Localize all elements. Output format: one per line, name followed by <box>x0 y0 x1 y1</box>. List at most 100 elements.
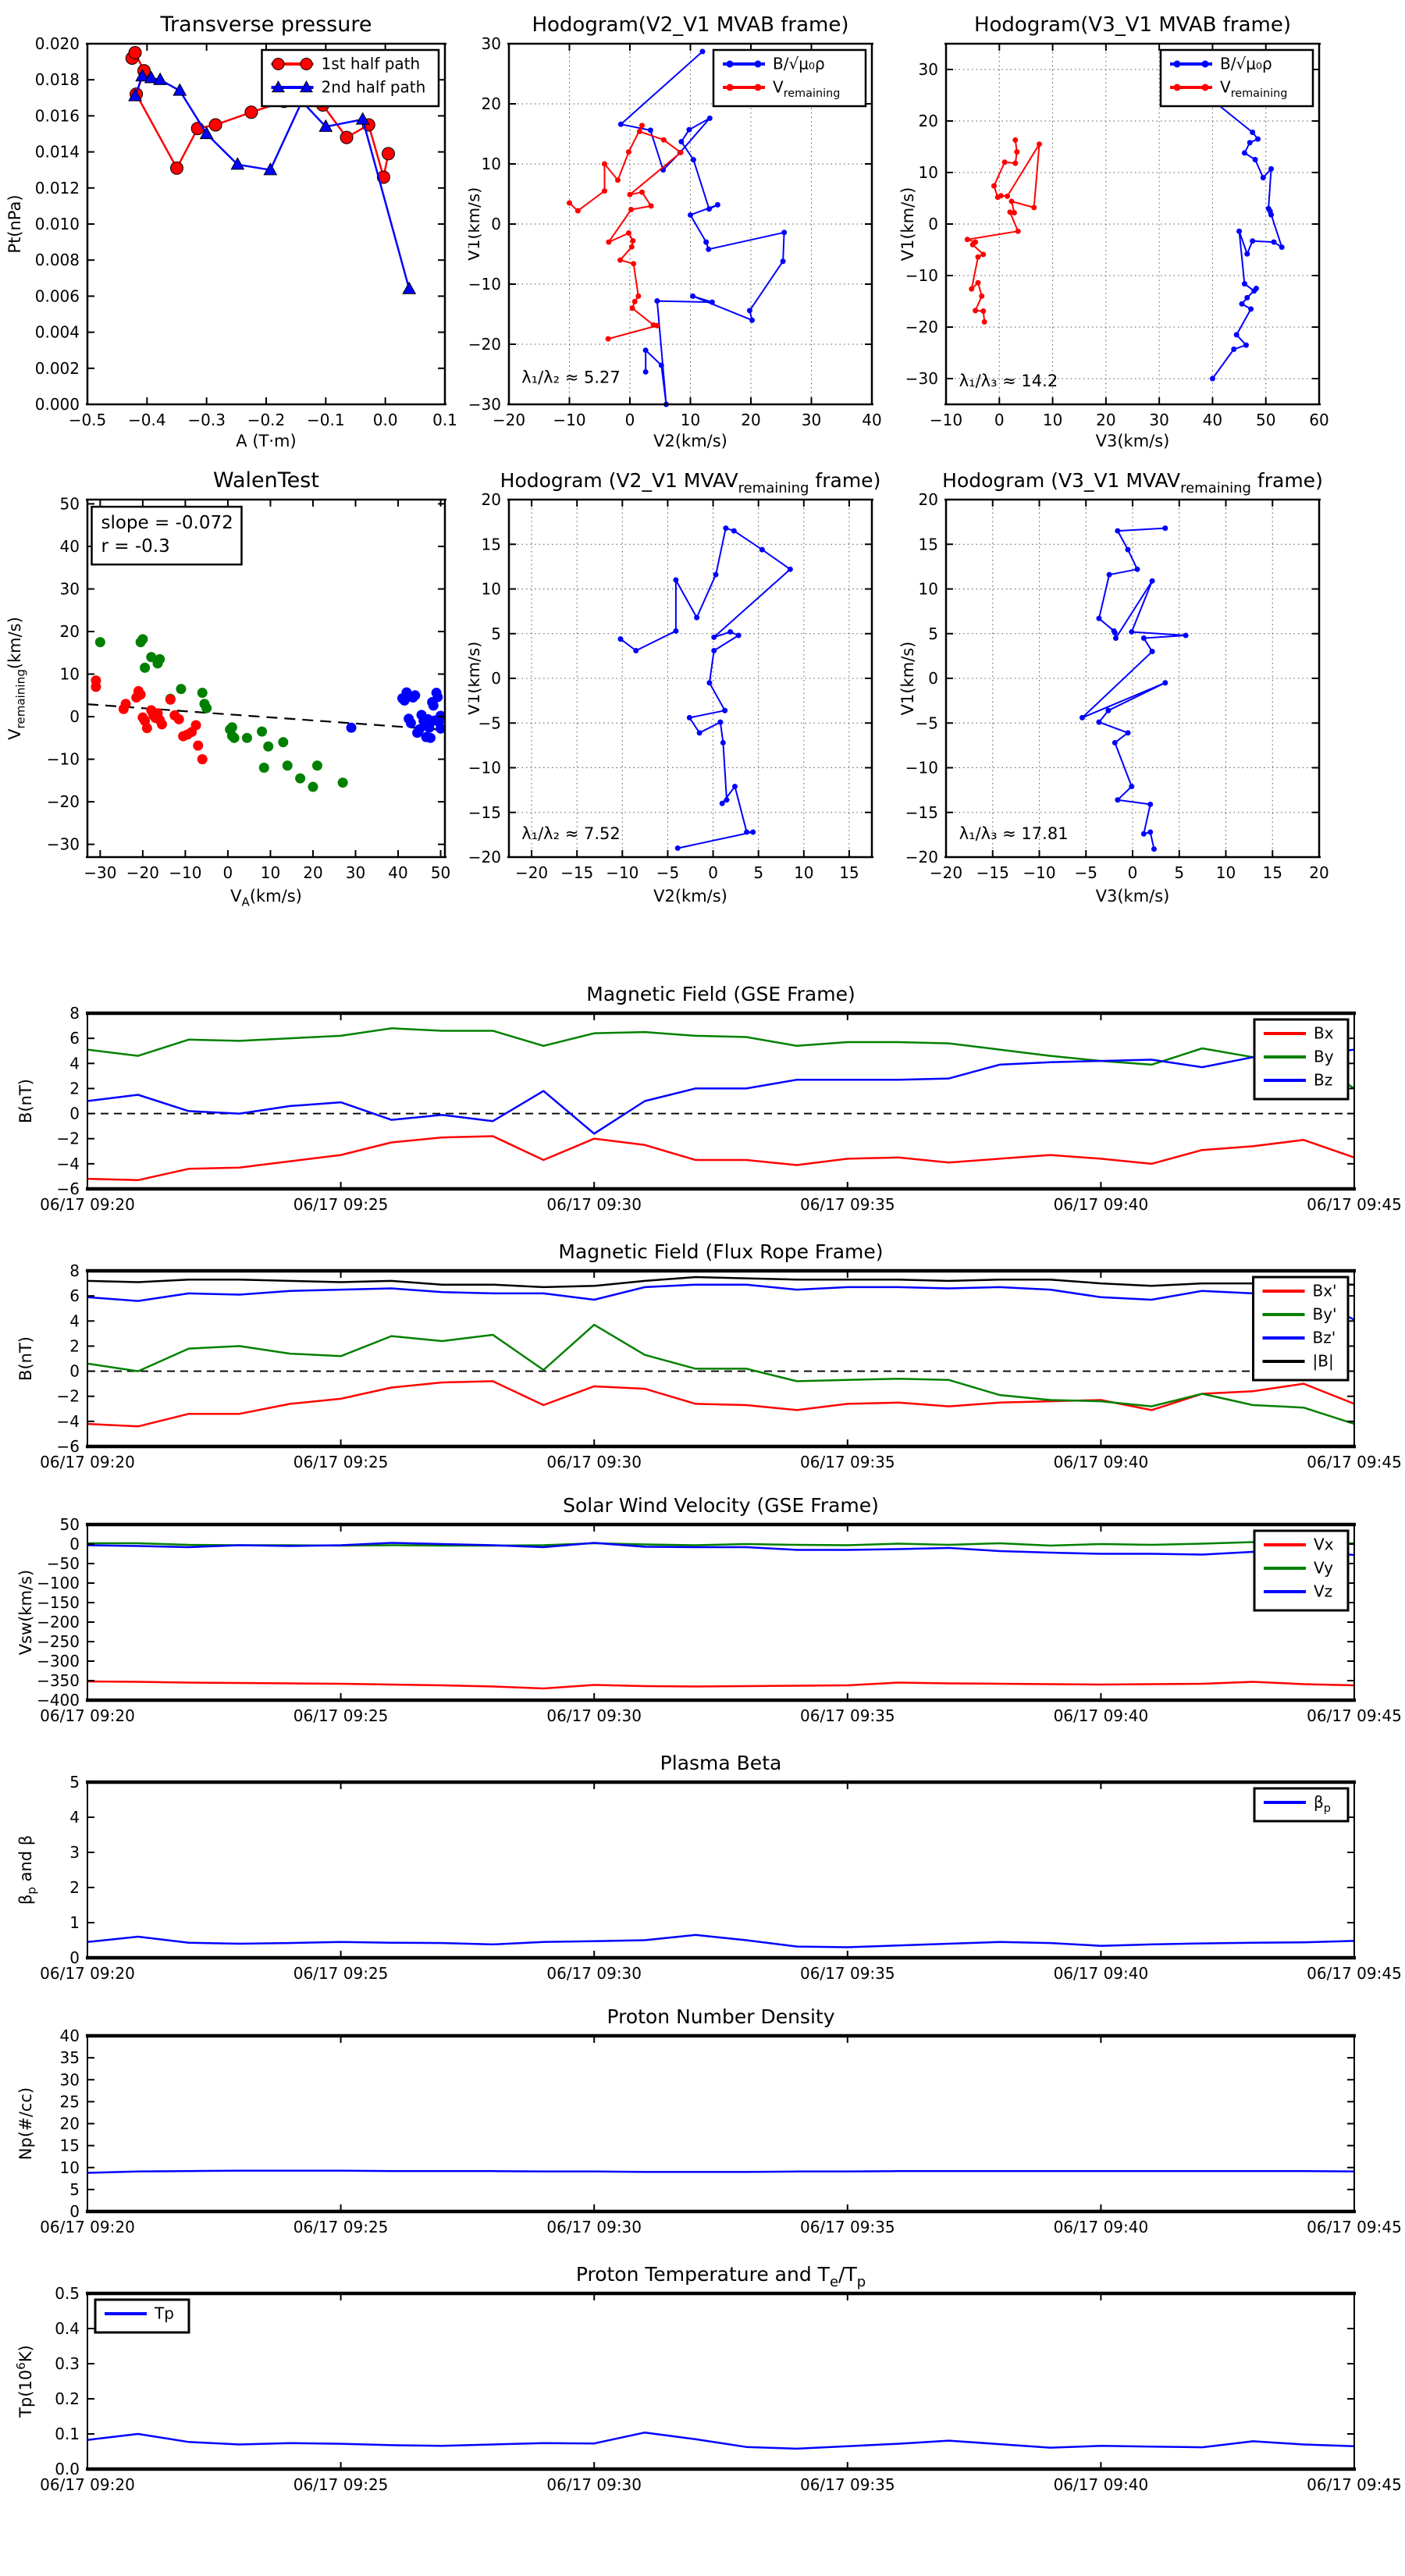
x-tick-label: 20 <box>303 863 322 882</box>
y-tick-label: −10 <box>468 759 501 777</box>
chart-magnetic-field-fluxrope: 06/17 09:20 06/17 09:25 06/17 09:30 06/17 0… <box>0 1236 1405 1489</box>
y-tick-label: −2 <box>57 1387 80 1406</box>
y-axis-label: βp and β <box>16 1835 39 1905</box>
legend-label: βp <box>1314 1792 1331 1814</box>
grid <box>945 499 1320 858</box>
y-tick-label: 0.2 <box>55 2389 80 2408</box>
legend-label: Bz' <box>1313 1328 1336 1347</box>
x-tick-label: 10 <box>1216 863 1236 882</box>
x-tick-label: −10 <box>1023 863 1055 882</box>
legend-label: Bx' <box>1313 1281 1337 1300</box>
chart-svg-b_fr: 06/17 09:20 06/17 09:25 06/17 09:30 06/17 0… <box>16 1240 1402 1471</box>
x-tick-label: 06/17 09:30 <box>546 2475 642 2494</box>
y-tick-label: 0 <box>928 215 938 233</box>
x-tick-label: 30 <box>802 411 821 429</box>
y-tick-label: −30 <box>468 395 501 414</box>
annotation: λ₁/λ₂ ≈ 7.52 <box>521 824 620 843</box>
x-tick-label: 06/17 09:40 <box>1054 1964 1149 1983</box>
y-tick-label: −10 <box>47 750 80 769</box>
x-tick-label: 06/17 09:45 <box>1307 1195 1402 1214</box>
x-tick-label: 10 <box>261 863 280 882</box>
y-axis-label: V1(km/s) <box>468 642 483 716</box>
legend-label: B/√μ₀ρ <box>773 54 825 73</box>
x-tick-label: 06/17 09:20 <box>40 1453 135 1471</box>
y-tick-label: −250 <box>37 1632 80 1651</box>
y-tick-label: 2 <box>69 1878 80 1897</box>
x-tick-label: 06/17 09:30 <box>546 1964 642 1983</box>
y-tick-label: 0.016 <box>35 106 80 125</box>
chart-title: Hodogram (V2_V1 MVAVremaining frame) <box>500 469 881 496</box>
y-tick-label: 5 <box>69 1773 80 1791</box>
series--p <box>87 1934 1355 1948</box>
x-axis-label: V3(km/s) <box>1096 887 1170 906</box>
chart-title: Transverse pressure <box>160 12 372 37</box>
x-tick-label: −5 <box>1075 863 1097 882</box>
y-axis-label: Np(#/cc) <box>16 2087 35 2160</box>
y-tick-label: 0.020 <box>35 34 80 53</box>
x-tick-label: 06/17 09:40 <box>1054 1453 1149 1471</box>
axis-tick-labels: −20 −15 −10 −5 0 5 10 15 −20 −15 −10 −5 0 5 10 15 20 <box>468 490 859 882</box>
x-tick-label: 06/17 09:45 <box>1307 2475 1402 2494</box>
y-tick-label: 4 <box>69 1311 80 1330</box>
y-tick-label: 10 <box>482 580 501 599</box>
y-tick-label: 0.1 <box>55 2425 80 2443</box>
axis-tick-labels: 06/17 09:20 06/17 09:25 06/17 09:30 06/17 0… <box>40 1261 1402 1471</box>
x-tick-label: −0.5 <box>69 411 107 429</box>
y-tick-label: 15 <box>482 535 501 553</box>
y-axis-label: B(nT) <box>16 1336 35 1381</box>
chart-walen-test: −30 −20 −10 0 10 20 30 40 50 −30 −20 −10 0 10 20 30 40 50… <box>0 457 468 912</box>
x-tick-label: 30 <box>346 863 365 882</box>
x-tick-label: 06/17 09:25 <box>293 2218 389 2236</box>
x-tick-label: −20 <box>930 863 962 882</box>
chart-proton-number-density: 06/17 09:20 06/17 09:25 06/17 09:30 06/17 0… <box>0 2001 1405 2258</box>
y-tick-label: −6 <box>57 1179 80 1198</box>
x-tick-label: 06/17 09:45 <box>1307 1964 1402 1983</box>
x-tick-label: 06/17 09:45 <box>1307 2218 1402 2236</box>
x-tick-label: 06/17 09:25 <box>293 2475 389 2494</box>
y-tick-label: 30 <box>482 34 501 53</box>
chart-svg-hod_v2v1_mvav: −20 −15 −10 −5 0 5 10 15 −20 −15 −10 −5 0 5 10 15 20Hodo… <box>468 469 881 906</box>
y-tick-label: 5 <box>69 2180 80 2199</box>
y-tick-label: 0 <box>491 215 501 233</box>
legend-label: B/√μ₀ρ <box>1220 54 1272 73</box>
legend-label: By' <box>1313 1304 1337 1323</box>
legend-label: Vremaining <box>773 77 840 99</box>
y-tick-label: −20 <box>905 848 938 866</box>
annotation: λ₁/λ₂ ≈ 5.27 <box>521 368 620 386</box>
x-tick-label: 06/17 09:35 <box>800 2218 895 2236</box>
axis-tick-labels: 06/17 09:20 06/17 09:25 06/17 09:30 06/17 0… <box>40 1773 1402 1983</box>
y-tick-label: −2 <box>57 1130 80 1148</box>
series-bx- <box>87 1380 1355 1428</box>
series-bz <box>87 1048 1355 1135</box>
y-tick-label: 5 <box>491 624 501 643</box>
series-vremaining <box>567 123 684 342</box>
y-tick-label: −20 <box>47 792 80 811</box>
y-tick-label: −15 <box>905 803 938 822</box>
y-tick-label: −400 <box>37 1691 80 1710</box>
y-tick-label: 10 <box>919 163 938 182</box>
series-bx <box>87 1135 1355 1182</box>
series-by- <box>87 1323 1355 1425</box>
legend: Bx' By' Bz' |B| <box>1252 1276 1350 1382</box>
x-tick-label: 06/17 09:45 <box>1307 1706 1402 1725</box>
legend-label: Vy <box>1314 1558 1333 1577</box>
y-tick-label: 15 <box>60 2137 80 2155</box>
axis-tick-labels: −0.5 −0.4 −0.3 −0.2 −0.1 0.0 0.1 0.000 0.002 0.00… <box>35 34 457 429</box>
annotation-text: λ₁/λ₃ ≈ 17.81 <box>959 824 1069 843</box>
x-tick-label: 06/17 09:35 <box>800 1453 895 1471</box>
series-tp <box>87 2431 1355 2450</box>
chart-title: Proton Number Density <box>607 2005 835 2028</box>
legend: βp <box>1253 1787 1350 1823</box>
x-tick-label: 06/17 09:20 <box>40 2475 135 2494</box>
chart-hodogram-v3v1-mvav: −20 −15 −10 −5 0 5 10 15 20 −20 −15 −10 −5 0 5 10 15 20 Ho… <box>898 457 1405 912</box>
axis-ticks <box>87 2293 1355 2470</box>
axes-frame <box>86 1268 1356 1449</box>
chart-title: Hodogram (V3_V1 MVAVremaining frame) <box>942 469 1323 496</box>
chart-svg-beta: 06/17 09:20 06/17 09:25 06/17 09:30 06/17 0… <box>16 1752 1402 1983</box>
series-np <box>87 2169 1355 2174</box>
y-tick-label: 0 <box>69 1535 80 1553</box>
axes-frame <box>86 1522 1356 1703</box>
x-tick-label: 06/17 09:40 <box>1054 2475 1149 2494</box>
y-tick-label: 0.004 <box>35 323 80 342</box>
